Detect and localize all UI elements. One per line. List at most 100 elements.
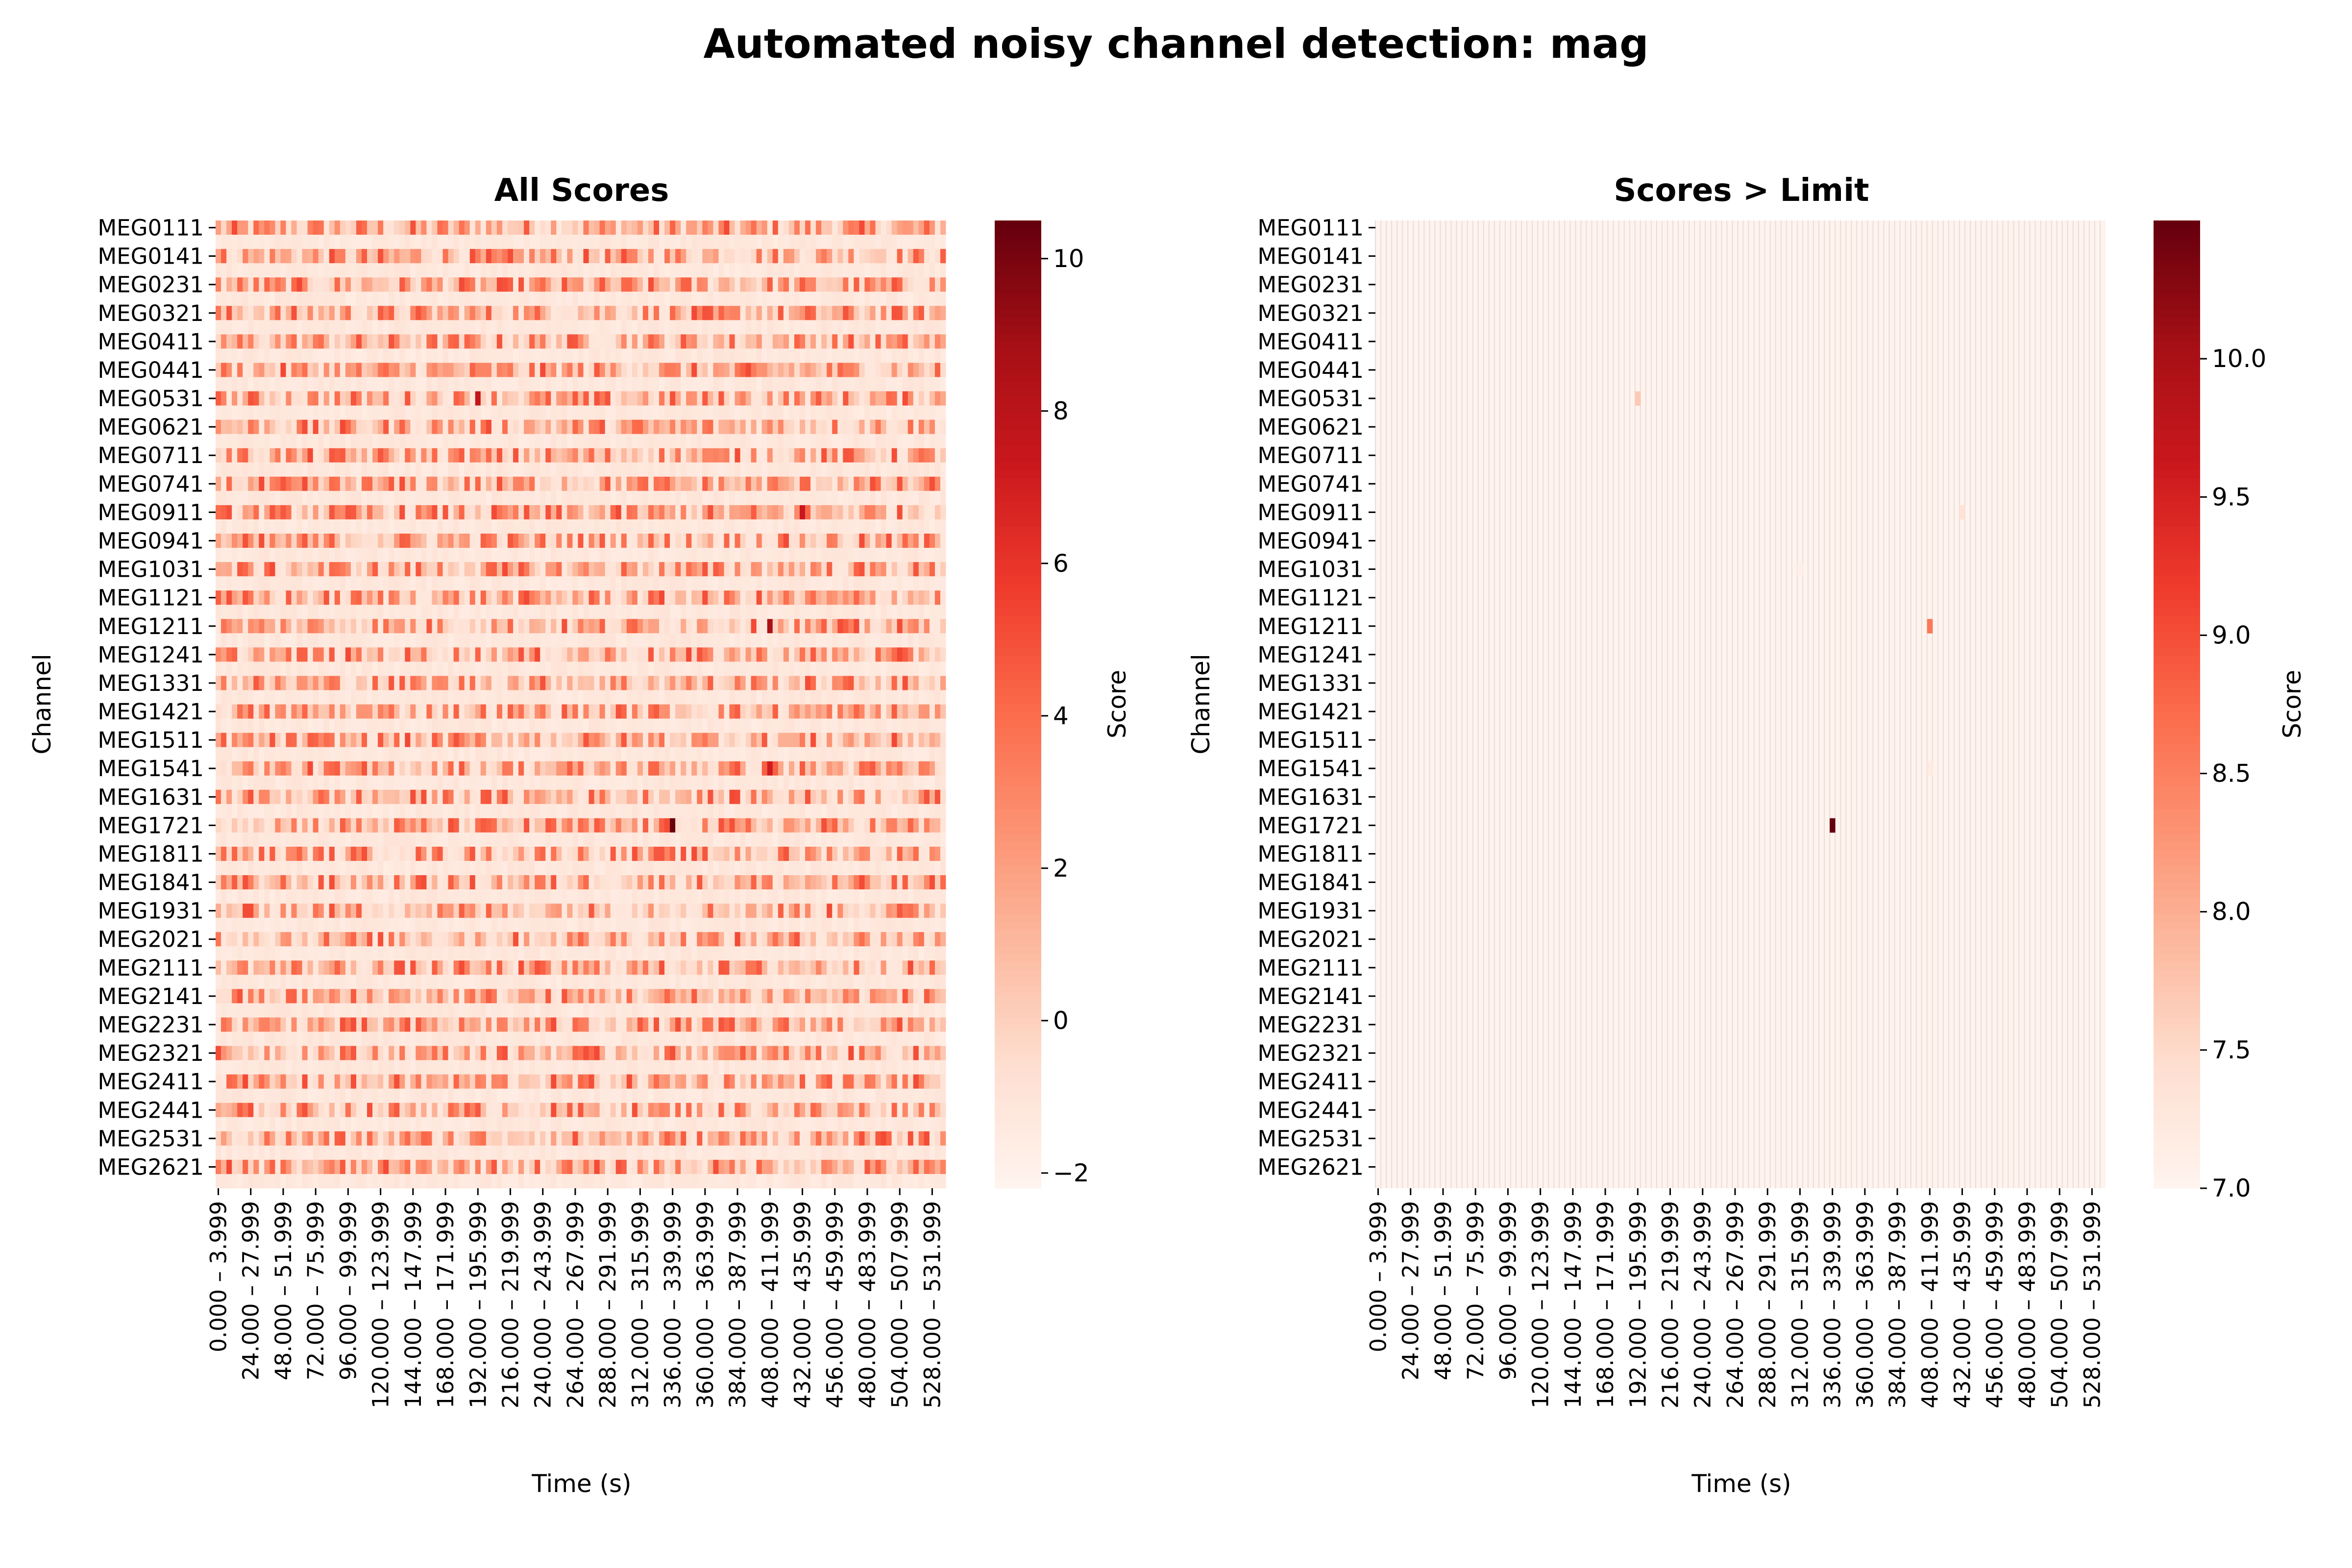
heatmap-cell bbox=[837, 434, 843, 449]
heatmap-cell bbox=[248, 576, 254, 591]
heatmap-cell bbox=[761, 292, 768, 306]
heatmap-cell bbox=[410, 633, 416, 648]
heatmap-cell bbox=[378, 590, 384, 605]
heatmap-cell bbox=[426, 363, 432, 377]
heatmap-cell bbox=[854, 704, 859, 719]
heatmap-cell bbox=[313, 462, 319, 477]
heatmap-cell bbox=[626, 647, 633, 662]
heatmap-cell bbox=[535, 505, 540, 520]
heatmap-cell bbox=[724, 292, 730, 306]
heatmap-cell bbox=[735, 263, 740, 278]
heatmap-cell bbox=[410, 676, 416, 690]
heatmap-cell bbox=[794, 277, 800, 292]
heatmap-cell bbox=[691, 334, 697, 349]
heatmap-cell bbox=[713, 377, 719, 392]
heatmap-cell bbox=[232, 690, 238, 705]
heatmap-cell bbox=[659, 476, 665, 491]
heatmap-cell bbox=[459, 292, 465, 306]
heatmap-cell bbox=[621, 235, 627, 249]
heatmap-cell bbox=[464, 434, 470, 449]
heatmap-cell bbox=[216, 220, 221, 235]
heatmap-cell bbox=[827, 633, 833, 648]
heatmap-cell bbox=[821, 462, 827, 477]
heatmap-cell bbox=[702, 220, 708, 235]
heatmap-cell bbox=[642, 704, 649, 719]
heatmap-cell bbox=[518, 391, 524, 406]
heatmap-cell bbox=[296, 277, 302, 292]
heatmap-cell bbox=[253, 292, 259, 306]
heatmap-cell bbox=[837, 704, 843, 719]
heatmap-cell bbox=[875, 662, 881, 676]
heatmap-cell bbox=[654, 690, 660, 705]
heatmap-cell bbox=[421, 619, 427, 634]
heatmap-cell bbox=[940, 391, 946, 406]
heatmap-cell bbox=[724, 548, 730, 563]
heatmap-cell bbox=[859, 363, 865, 377]
heatmap-cell bbox=[378, 562, 384, 577]
heatmap-cell bbox=[302, 363, 308, 377]
heatmap-cell bbox=[513, 704, 519, 719]
heatmap-cell bbox=[783, 391, 789, 406]
heatmap-cell bbox=[243, 306, 248, 320]
heatmap-cell bbox=[248, 548, 254, 563]
heatmap-cell bbox=[735, 448, 740, 463]
heatmap-cell bbox=[529, 718, 535, 733]
heatmap-cell bbox=[562, 662, 567, 676]
heatmap-cell bbox=[367, 605, 373, 619]
heatmap-cell bbox=[875, 562, 881, 577]
heatmap-cell bbox=[805, 633, 811, 648]
heatmap-cell bbox=[475, 277, 481, 292]
heatmap-cell bbox=[929, 306, 935, 320]
heatmap-cell bbox=[362, 519, 368, 534]
heatmap-cell bbox=[367, 419, 373, 435]
heatmap-cell bbox=[800, 476, 806, 491]
heatmap-cell bbox=[859, 448, 865, 463]
heatmap-cell bbox=[367, 377, 373, 392]
heatmap-cell bbox=[735, 733, 740, 748]
heatmap-cell bbox=[832, 548, 838, 563]
heatmap-cell bbox=[378, 320, 384, 335]
heatmap-cell bbox=[367, 292, 373, 306]
heatmap-cell bbox=[761, 277, 768, 292]
heatmap-cell bbox=[518, 690, 524, 705]
heatmap-cell bbox=[302, 533, 308, 548]
heatmap-cell bbox=[783, 562, 789, 577]
heatmap-cell bbox=[794, 476, 800, 491]
heatmap-cell bbox=[480, 605, 487, 619]
heatmap-cell bbox=[783, 320, 789, 335]
heatmap-cell bbox=[837, 462, 843, 477]
heatmap-cell bbox=[545, 733, 551, 748]
heatmap-cell bbox=[216, 448, 221, 463]
heatmap-cell bbox=[551, 462, 557, 477]
heatmap-cell bbox=[810, 676, 816, 690]
heatmap-cell bbox=[637, 334, 643, 349]
heatmap-cell bbox=[626, 263, 633, 278]
heatmap-cell bbox=[843, 562, 849, 577]
heatmap-cell bbox=[350, 334, 357, 349]
heatmap-cell bbox=[588, 676, 594, 690]
heatmap-cell bbox=[729, 662, 735, 676]
heatmap-cell bbox=[399, 490, 405, 506]
heatmap-cell bbox=[934, 419, 941, 435]
heatmap-cell bbox=[334, 249, 341, 264]
heatmap-cell bbox=[783, 718, 789, 733]
heatmap-cell bbox=[778, 405, 784, 420]
heatmap-cell bbox=[934, 277, 941, 292]
heatmap-cell bbox=[756, 263, 762, 278]
heatmap-cell bbox=[383, 306, 389, 320]
heatmap-cell bbox=[356, 235, 362, 249]
heatmap-cell bbox=[264, 733, 270, 748]
heatmap-cell bbox=[713, 292, 719, 306]
heatmap-cell bbox=[416, 391, 421, 406]
heatmap-cell bbox=[654, 519, 660, 534]
heatmap-cell bbox=[264, 363, 270, 377]
heatmap-cell bbox=[708, 377, 713, 392]
heatmap-cell bbox=[913, 519, 919, 534]
heatmap-cell bbox=[307, 448, 314, 463]
heatmap-cell bbox=[718, 235, 724, 249]
heatmap-cell bbox=[323, 448, 330, 463]
heatmap-cell bbox=[475, 334, 481, 349]
heatmap-cell bbox=[421, 733, 427, 748]
heatmap-cell bbox=[632, 434, 638, 449]
heatmap-cell bbox=[897, 334, 903, 349]
